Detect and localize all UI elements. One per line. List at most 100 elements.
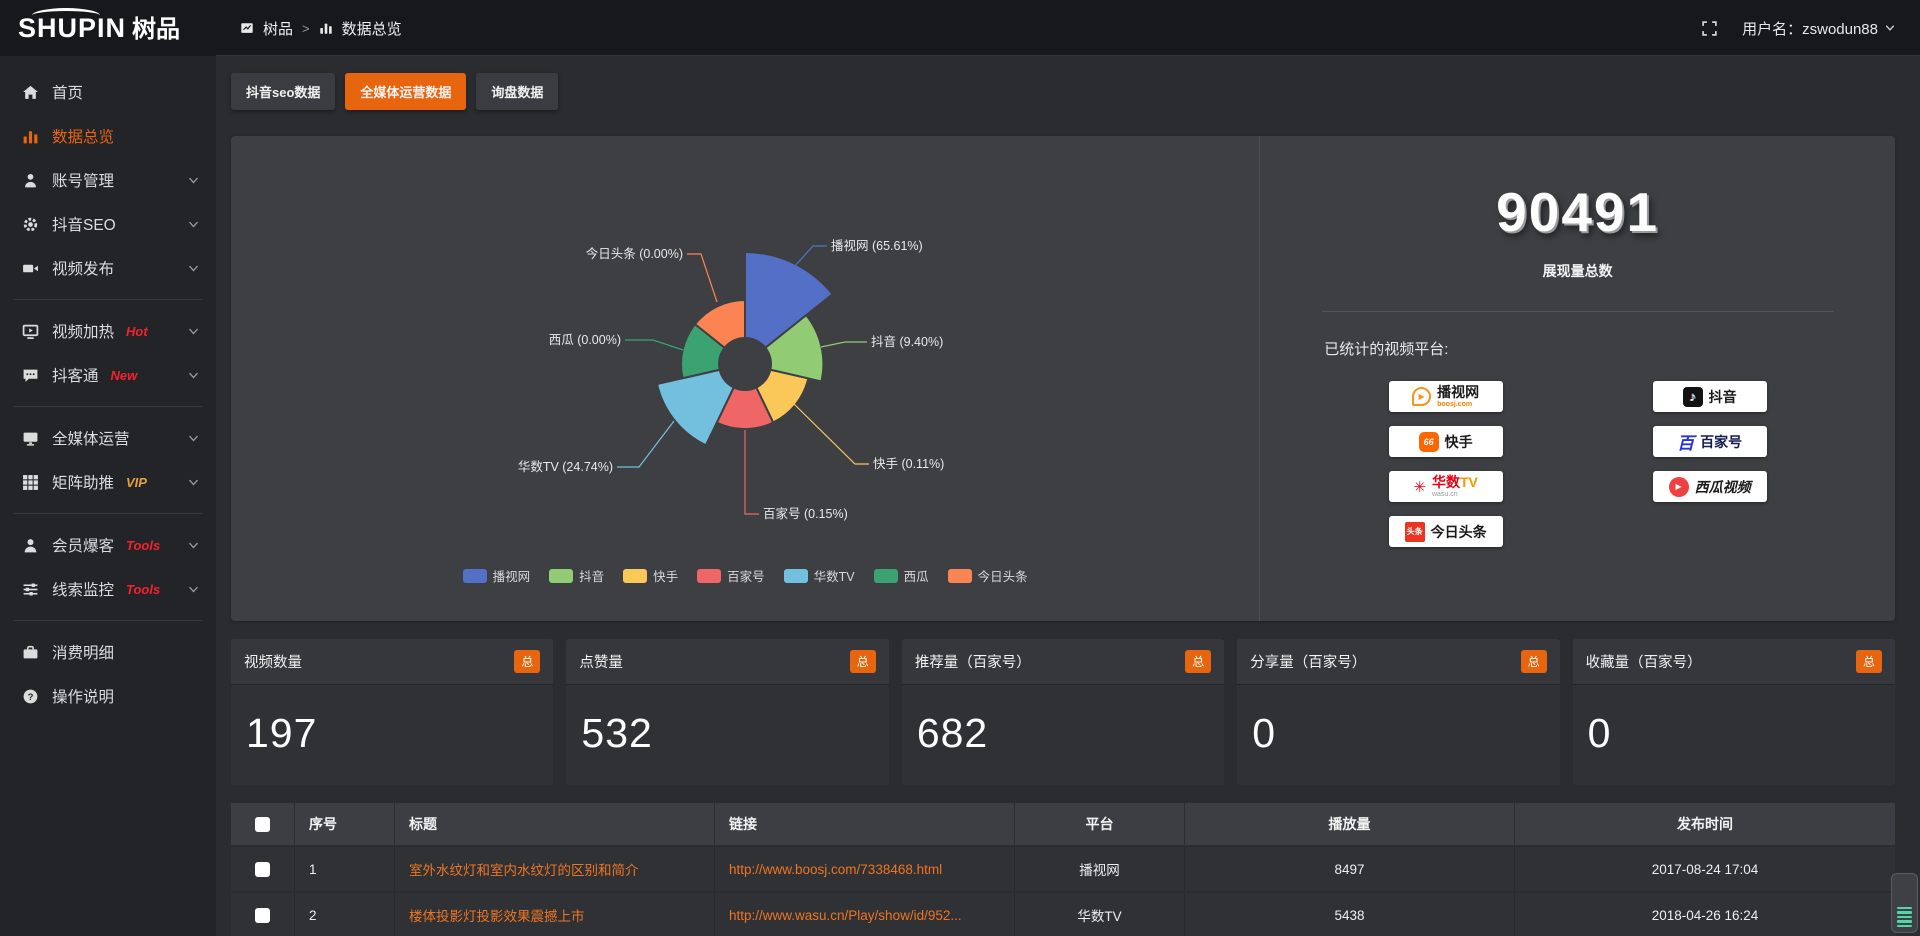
sidebar-item[interactable]: 全媒体运营 bbox=[0, 416, 216, 460]
sidebar-nav: 首页数据总览账号管理抖音SEO 视频发布视频加热 Hot 抖客通 New 全媒体运营 矩阵助… bbox=[0, 56, 216, 936]
legend-item[interactable]: 百家号 bbox=[697, 566, 765, 585]
pie-slice[interactable] bbox=[656, 368, 735, 447]
sidebar-item[interactable]: 会员爆客 Tools bbox=[0, 523, 216, 567]
total-badge[interactable]: 总 bbox=[514, 650, 541, 673]
legend-item[interactable]: 快手 bbox=[623, 566, 678, 585]
grid-icon bbox=[22, 474, 39, 491]
boosj-logo-icon: ▶ bbox=[1412, 387, 1432, 406]
legend-item[interactable]: 今日头条 bbox=[947, 566, 1028, 585]
row-checkbox[interactable] bbox=[255, 907, 270, 923]
sidebar-item[interactable]: 数据总览 bbox=[0, 114, 216, 158]
total-impressions-value: 90491 bbox=[1496, 181, 1660, 243]
chevron-down-icon bbox=[187, 369, 200, 382]
video-icon bbox=[22, 260, 39, 277]
pie-slice[interactable] bbox=[744, 251, 834, 349]
bar-chart-icon bbox=[22, 128, 39, 145]
cell-link[interactable]: http://www.wasu.cn/Play/show/id/952... bbox=[715, 893, 1015, 936]
pie-slice[interactable] bbox=[680, 323, 726, 380]
summary-panel: 90491 展现量总数 已统计的视频平台: ▶ 播视网 boosj.com ♪ 抖音 66… bbox=[1259, 136, 1895, 621]
sidebar-item[interactable]: 矩阵助推 VIP bbox=[0, 460, 216, 504]
sidebar-item[interactable]: 账号管理 bbox=[0, 158, 216, 202]
app-logo[interactable]: SHUPIN 树品 bbox=[0, 7, 216, 42]
top-header: SHUPIN 树品 树品 > 数据总览 用户名：zswodun88 bbox=[0, 0, 1920, 56]
total-badge[interactable]: 总 bbox=[849, 650, 876, 673]
sidebar-item[interactable]: 视频加热 Hot bbox=[0, 309, 216, 353]
total-badge[interactable]: 总 bbox=[1185, 650, 1212, 673]
pie-label: 抖音 (9.40%) bbox=[871, 334, 943, 349]
sidebar-item[interactable]: 线索监控 Tools bbox=[0, 567, 216, 611]
fullscreen-icon[interactable] bbox=[1701, 20, 1718, 37]
legend-item[interactable]: 华数TV bbox=[783, 566, 855, 585]
sliders-icon bbox=[22, 581, 39, 598]
chevron-down-icon bbox=[187, 583, 200, 596]
legend-label: 快手 bbox=[653, 570, 679, 584]
tab[interactable]: 全媒体运营数据 bbox=[345, 73, 467, 110]
user-menu[interactable]: 用户名：zswodun88 bbox=[1742, 18, 1896, 39]
select-all-checkbox[interactable] bbox=[255, 816, 270, 832]
pie-label: 今日头条 (0.00%) bbox=[586, 246, 683, 261]
data-tabs: 抖音seo数据 全媒体运营数据 询盘数据 bbox=[231, 73, 1895, 110]
platform-badge: 百百家号 bbox=[1652, 426, 1767, 457]
platform-badge: ✳ 华数TV wasu.cn bbox=[1388, 471, 1503, 502]
pie-slice[interactable] bbox=[755, 368, 810, 424]
cell-platform: 华数TV bbox=[1015, 893, 1185, 936]
sidebar-item-label: 首页 bbox=[52, 85, 84, 102]
screen-play-icon bbox=[22, 323, 39, 340]
sidebar-divider bbox=[14, 406, 202, 407]
summary-divider bbox=[1322, 311, 1833, 312]
sidebar-item[interactable]: 视频发布 bbox=[0, 246, 216, 290]
stat-label: 点赞量 bbox=[579, 655, 623, 671]
chat-icon bbox=[22, 367, 39, 384]
pie-slice[interactable] bbox=[715, 386, 775, 431]
sidebar-item[interactable]: 抖客通 New bbox=[0, 353, 216, 397]
total-badge[interactable]: 总 bbox=[1520, 650, 1547, 673]
stat-value: 532 bbox=[581, 710, 653, 756]
page-body: 首页数据总览账号管理抖音SEO 视频发布视频加热 Hot 抖客通 New 全媒体运营 矩阵助… bbox=[0, 56, 1920, 936]
sidebar-divider bbox=[14, 299, 202, 300]
sidebar-item[interactable]: ? 操作说明 bbox=[0, 674, 216, 718]
floating-scroll-widget[interactable] bbox=[1891, 873, 1918, 933]
signal-bar bbox=[1897, 920, 1912, 923]
legend-swatch bbox=[462, 568, 487, 583]
sidebar-item-label: 会员爆客 bbox=[52, 538, 115, 555]
legend-item[interactable]: 抖音 bbox=[549, 566, 604, 585]
legend-swatch bbox=[549, 568, 574, 583]
pie-label-line bbox=[821, 341, 868, 348]
table-row: 1 室外水纹灯和室内水纹灯的区别和简介 http://www.boosj.com/7… bbox=[231, 847, 1895, 891]
cell-link[interactable]: http://www.boosj.com/7338468.html bbox=[715, 847, 1015, 891]
pie-label-line bbox=[625, 339, 684, 351]
legend-item[interactable]: 西瓜 bbox=[873, 566, 929, 585]
platforms-grid: ▶ 播视网 boosj.com ♪ 抖音 66 快手 百百家号 ✳ 华数TV wasu.cn ▶ 西瓜视… bbox=[1260, 381, 1895, 547]
pie-slice[interactable] bbox=[694, 299, 747, 349]
stat-value: 197 bbox=[246, 710, 318, 756]
stat-card-header: 视频数量 总 bbox=[231, 639, 554, 685]
sidebar-item-label: 账号管理 bbox=[52, 173, 115, 190]
cell-title[interactable]: 楼体投影灯投影效果震撼上市 bbox=[395, 893, 715, 936]
stat-card-header: 点赞量 总 bbox=[566, 639, 889, 685]
row-checkbox[interactable] bbox=[255, 861, 270, 877]
legend-item[interactable]: 播视网 bbox=[462, 566, 530, 585]
sidebar-item[interactable]: 首页 bbox=[0, 70, 216, 114]
stat-card: 推荐量（百家号） 总 682 bbox=[901, 639, 1225, 785]
sidebar-item-label: 操作说明 bbox=[52, 689, 115, 706]
tab[interactable]: 抖音seo数据 bbox=[231, 73, 336, 110]
total-badge[interactable]: 总 bbox=[1856, 650, 1883, 673]
platforms-title: 已统计的视频平台: bbox=[1324, 341, 1449, 358]
tab[interactable]: 询盘数据 bbox=[476, 73, 559, 110]
pie-label-line bbox=[792, 402, 870, 465]
signal-bar bbox=[1897, 924, 1912, 927]
stat-label: 收藏量（百家号） bbox=[1585, 655, 1702, 671]
overview-panel: 播视网 (65.61%) 抖音 (9.40%) 快手 (0.11%) 百家号 (0.1… bbox=[231, 136, 1895, 621]
sidebar-item[interactable]: 抖音SEO bbox=[0, 202, 216, 246]
sidebar-item[interactable]: 消费明细 bbox=[0, 630, 216, 674]
column-header: 链接 bbox=[715, 803, 1015, 845]
rose-pie-chart[interactable]: 播视网 (65.61%) 抖音 (9.40%) 快手 (0.11%) 百家号 (0.1… bbox=[415, 172, 1075, 564]
sidebar-item-badge: Hot bbox=[126, 323, 148, 339]
cell-title[interactable]: 室外水纹灯和室内水纹灯的区别和简介 bbox=[395, 847, 715, 891]
pie-slice[interactable] bbox=[764, 314, 825, 383]
cell-plays: 5438 bbox=[1185, 893, 1515, 936]
breadcrumb-root[interactable]: 树品 bbox=[263, 20, 294, 38]
sidebar-item-label: 数据总览 bbox=[52, 129, 115, 146]
legend-label: 西瓜 bbox=[903, 570, 929, 584]
